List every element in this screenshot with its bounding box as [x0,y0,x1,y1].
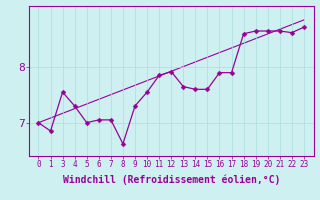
X-axis label: Windchill (Refroidissement éolien,°C): Windchill (Refroidissement éolien,°C) [62,175,280,185]
